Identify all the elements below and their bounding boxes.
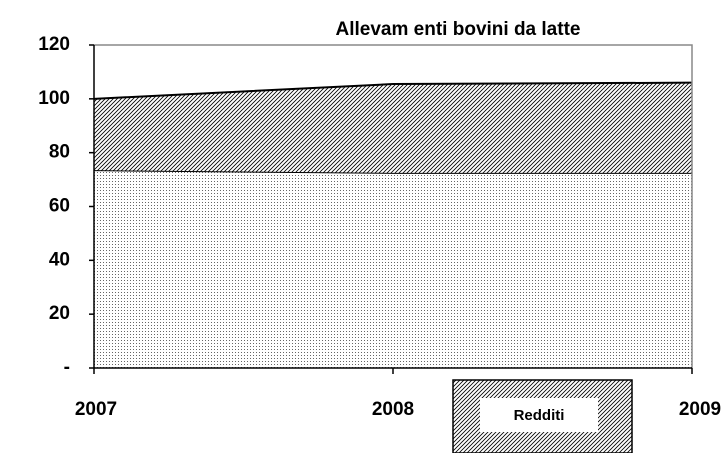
x-tick-label: 2009: [679, 399, 721, 420]
chart-title: Allevam enti bovini da latte: [336, 19, 581, 40]
y-tick-label: 100: [38, 88, 70, 109]
y-tick-label: 20: [49, 303, 70, 324]
y-tick-label: 60: [49, 196, 70, 217]
y-tick-label: 40: [49, 249, 70, 270]
x-tick-label: 2008: [372, 399, 414, 420]
area: [94, 170, 692, 368]
area-line: [93, 81, 693, 100]
legend-label-box: [480, 398, 598, 432]
x-tick-label: 2007: [75, 399, 117, 420]
y-tick-label: 80: [49, 142, 70, 163]
plot-border: [94, 44, 693, 368]
legend-label: Redditi: [514, 407, 565, 424]
area: [94, 82, 692, 173]
y-tick-label: -: [64, 357, 70, 378]
y-tick-label: 120: [38, 34, 70, 55]
